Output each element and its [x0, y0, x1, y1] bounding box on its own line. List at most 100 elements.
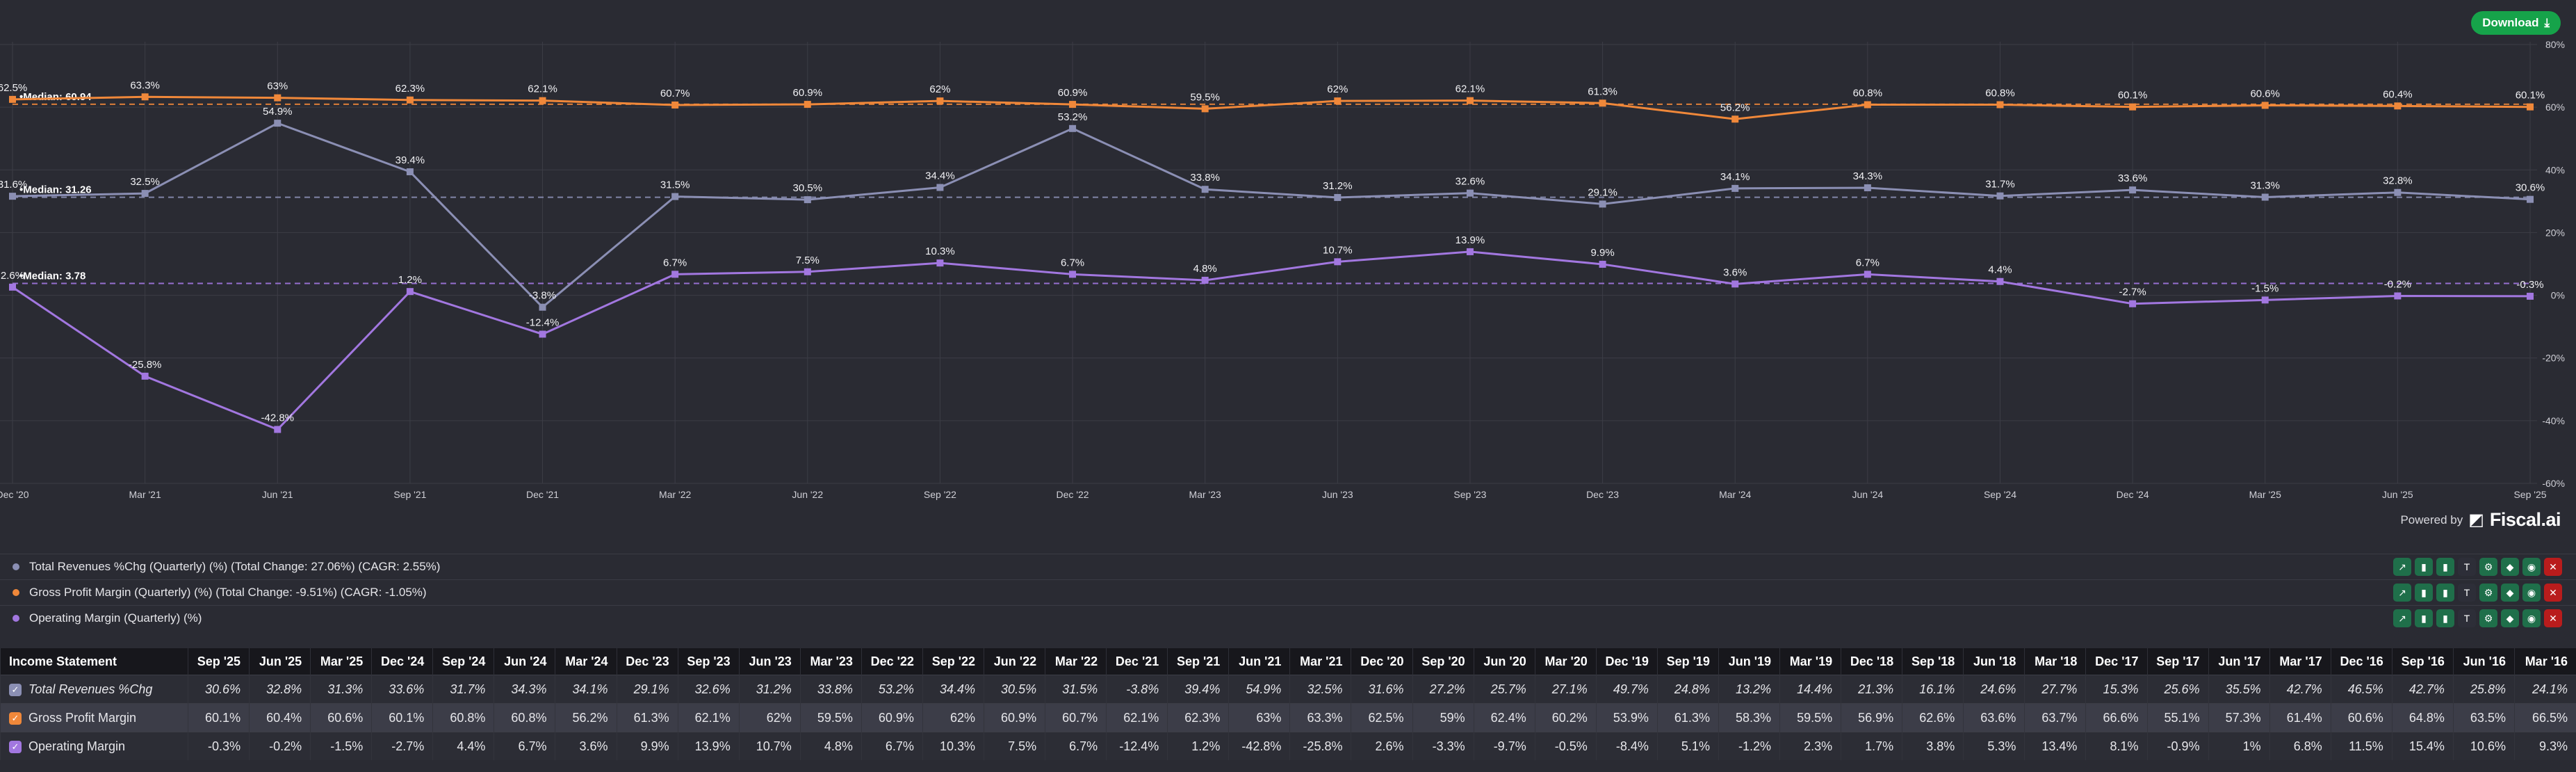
- table-cell: 21.3%: [1841, 675, 1902, 704]
- column-header[interactable]: Mar '22: [1045, 648, 1107, 675]
- column-header[interactable]: Jun '20: [1473, 648, 1535, 675]
- column-header[interactable]: Jun '21: [1228, 648, 1290, 675]
- text-size-icon[interactable]: T: [2458, 558, 2476, 576]
- column-header[interactable]: Dec '19: [1595, 648, 1658, 675]
- download-button[interactable]: Download ⤓: [2471, 11, 2561, 35]
- text-size-icon[interactable]: T: [2458, 584, 2476, 602]
- column-header[interactable]: Mar '17: [2269, 648, 2331, 675]
- column-header[interactable]: Dec '21: [1106, 648, 1168, 675]
- close-icon[interactable]: ✕: [2544, 609, 2562, 627]
- checkbox-icon[interactable]: ✓: [9, 740, 22, 753]
- column-header[interactable]: Sep '25: [187, 648, 250, 675]
- data-point: [274, 94, 282, 102]
- column-header[interactable]: Jun '16: [2452, 648, 2515, 675]
- bar-chart-icon[interactable]: ▮: [2436, 609, 2454, 627]
- column-header[interactable]: Mar '25: [310, 648, 372, 675]
- data-point: [1599, 260, 1606, 268]
- bar-chart-icon[interactable]: ▮: [2436, 558, 2454, 576]
- table-cell: 53.9%: [1595, 703, 1658, 732]
- column-header[interactable]: Dec '17: [2085, 648, 2147, 675]
- close-icon[interactable]: ✕: [2544, 584, 2562, 602]
- row-label[interactable]: ✓ Gross Profit Margin: [0, 703, 188, 732]
- bar-chart-icon[interactable]: ▮: [2415, 584, 2433, 602]
- row-label[interactable]: ✓ Operating Margin: [0, 732, 188, 760]
- checkbox-icon[interactable]: ✓: [9, 711, 22, 725]
- table-cell: 31.2%: [738, 675, 801, 704]
- column-header[interactable]: Jun '25: [249, 648, 311, 675]
- column-header[interactable]: Mar '19: [1779, 648, 1841, 675]
- column-header[interactable]: Jun '22: [984, 648, 1045, 675]
- chart-line-icon[interactable]: ↗: [2393, 584, 2411, 602]
- data-label: 60.9%: [793, 87, 823, 99]
- table-row: ✓ Gross Profit Margin 60.1% 60.4% 60.6% 60.1%…: [0, 703, 2576, 732]
- column-header[interactable]: Jun '23: [738, 648, 801, 675]
- bar-chart-icon[interactable]: ▮: [2436, 584, 2454, 602]
- bar-chart-icon[interactable]: ▮: [2415, 558, 2433, 576]
- legend-item-gross[interactable]: Gross Profit Margin (Quarterly) (%) (Tot…: [0, 579, 2576, 605]
- text-size-icon[interactable]: T: [2458, 609, 2476, 627]
- column-header[interactable]: Sep '19: [1656, 648, 1719, 675]
- chart-line-icon[interactable]: ↗: [2393, 558, 2411, 576]
- tag-icon[interactable]: ◆: [2501, 558, 2519, 576]
- column-header[interactable]: Mar '23: [799, 648, 862, 675]
- column-header[interactable]: Sep '22: [922, 648, 984, 675]
- column-header[interactable]: Dec '24: [371, 648, 433, 675]
- table-cell: 60.4%: [249, 703, 311, 732]
- data-point: [804, 268, 811, 275]
- table-cell: 63.3%: [1289, 703, 1351, 732]
- data-label: 63%: [267, 81, 288, 93]
- table-row: ✓ Total Revenues %Chg 30.6% 32.8% 31.3% 33.6%…: [0, 675, 2576, 704]
- data-label: 33.8%: [1190, 172, 1220, 184]
- column-header[interactable]: Jun '19: [1718, 648, 1780, 675]
- data-label: 7.5%: [796, 255, 820, 266]
- column-header[interactable]: Sep '16: [2391, 648, 2454, 675]
- column-header[interactable]: Jun '24: [494, 648, 555, 675]
- chart-line-icon[interactable]: ↗: [2393, 609, 2411, 627]
- line-chart: 80% 60% 40% 20% 0% -20% -40% -60% Dec '20 Mar '21…: [0, 39, 2565, 500]
- column-header[interactable]: Jun '17: [2208, 648, 2270, 675]
- column-header[interactable]: Sep '17: [2146, 648, 2209, 675]
- column-header[interactable]: Dec '20: [1351, 648, 1413, 675]
- column-header[interactable]: Sep '23: [677, 648, 740, 675]
- data-point: [1731, 184, 1739, 192]
- tag-icon[interactable]: ◆: [2501, 609, 2519, 627]
- column-header[interactable]: Mar '24: [555, 648, 617, 675]
- close-icon[interactable]: ✕: [2544, 558, 2562, 576]
- legend-dot: [13, 615, 19, 622]
- gear-icon[interactable]: ⚙: [2479, 609, 2497, 627]
- data-label: -1.5%: [2251, 282, 2279, 294]
- legend-item-operating[interactable]: Operating Margin (Quarterly) (%) ↗ ▮ ▮ T ⚙ ◆ ◉…: [0, 605, 2576, 631]
- column-header[interactable]: Mar '20: [1534, 648, 1597, 675]
- column-header[interactable]: Sep '21: [1167, 648, 1229, 675]
- table-cell: -0.2%: [249, 732, 311, 760]
- eye-icon[interactable]: ◉: [2522, 558, 2541, 576]
- eye-icon[interactable]: ◉: [2522, 609, 2541, 627]
- table-cell: 1%: [2208, 732, 2270, 760]
- column-header[interactable]: Dec '18: [1841, 648, 1902, 675]
- eye-icon[interactable]: ◉: [2522, 584, 2541, 602]
- column-header[interactable]: Dec '16: [2330, 648, 2392, 675]
- table-cell: -1.5%: [310, 732, 372, 760]
- column-header[interactable]: Mar '16: [2513, 648, 2576, 675]
- column-header[interactable]: Mar '18: [2024, 648, 2086, 675]
- x-tick-label: Mar '25: [2249, 489, 2281, 500]
- tag-icon[interactable]: ◆: [2501, 584, 2519, 602]
- column-header[interactable]: Sep '20: [1412, 648, 1474, 675]
- column-header[interactable]: Dec '23: [616, 648, 678, 675]
- column-header[interactable]: Dec '22: [861, 648, 923, 675]
- data-label: 10.7%: [1323, 244, 1353, 256]
- gear-icon[interactable]: ⚙: [2479, 558, 2497, 576]
- bar-chart-icon[interactable]: ▮: [2415, 609, 2433, 627]
- column-header[interactable]: Sep '24: [432, 648, 494, 675]
- row-label[interactable]: ✓ Total Revenues %Chg: [0, 675, 188, 704]
- column-header[interactable]: Sep '18: [1902, 648, 1964, 675]
- y-tick-label: 80%: [2545, 39, 2565, 50]
- table-cell: 34.3%: [494, 675, 555, 704]
- legend-item-revenue[interactable]: Total Revenues %Chg (Quarterly) (%) (Tot…: [0, 554, 2576, 579]
- checkbox-icon[interactable]: ✓: [9, 683, 22, 696]
- gear-icon[interactable]: ⚙: [2479, 584, 2497, 602]
- column-header[interactable]: Mar '21: [1289, 648, 1351, 675]
- column-header[interactable]: Jun '18: [1963, 648, 2025, 675]
- x-tick-label: Dec '20: [0, 489, 29, 500]
- x-tick-label: Dec '21: [526, 489, 559, 500]
